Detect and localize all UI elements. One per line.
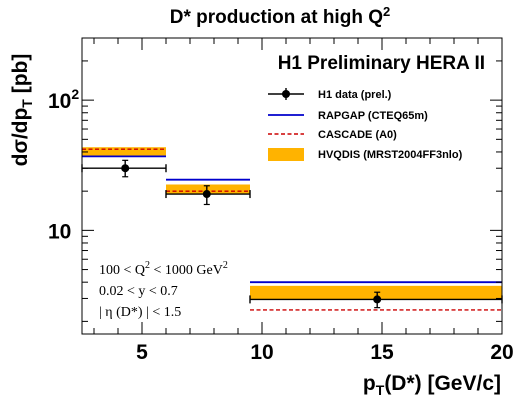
data-point (121, 164, 130, 173)
cut-label: 0.02 < y < 0.7 (99, 284, 178, 299)
legend: H1 data (prel.) RAPGAP (CTEQ65m) CASCADE (… (268, 88, 463, 161)
legend-label: CASCADE (A0) (318, 129, 397, 141)
legend-label: RAPGAP (CTEQ65m) (318, 110, 428, 122)
x-tick-label: 5 (136, 341, 148, 364)
legend-hvqdis-swatch (268, 148, 304, 161)
data-point (202, 190, 211, 199)
y-tick-label: 102 (48, 86, 79, 113)
y-tick-label: 10 (48, 220, 71, 243)
data-point (373, 295, 382, 304)
x-tick-label: 15 (370, 341, 394, 364)
x-tick-label: 10 (250, 341, 273, 364)
watermark: H1 Preliminary HERA II (278, 53, 485, 74)
data-points (81, 159, 503, 309)
hvqdis-band (166, 184, 250, 194)
hvqdis-band (82, 147, 166, 156)
plot-frame (81, 37, 503, 335)
axis-ticks (82, 37, 503, 334)
y-axis-label: dσ/dpT [pb] (9, 54, 35, 167)
chart-text: 5 10 15 20 10 102 D* production at high Q2 H1 P… (9, 4, 514, 398)
x-tick-label: 20 (490, 341, 513, 364)
x-axis-label: pT(D*) [GeV/c] (363, 372, 501, 398)
cut-label: 100 < Q2 < 1000 GeV2 (99, 260, 228, 278)
legend-h1-marker (282, 90, 290, 98)
cut-label: | η (D*) | < 1.5 (99, 305, 181, 320)
legend-label: HVQDIS (MRST2004FF3nlo) (318, 149, 463, 161)
legend-label: H1 data (prel.) (318, 89, 392, 101)
chart-title: D* production at high Q2 (170, 4, 390, 28)
